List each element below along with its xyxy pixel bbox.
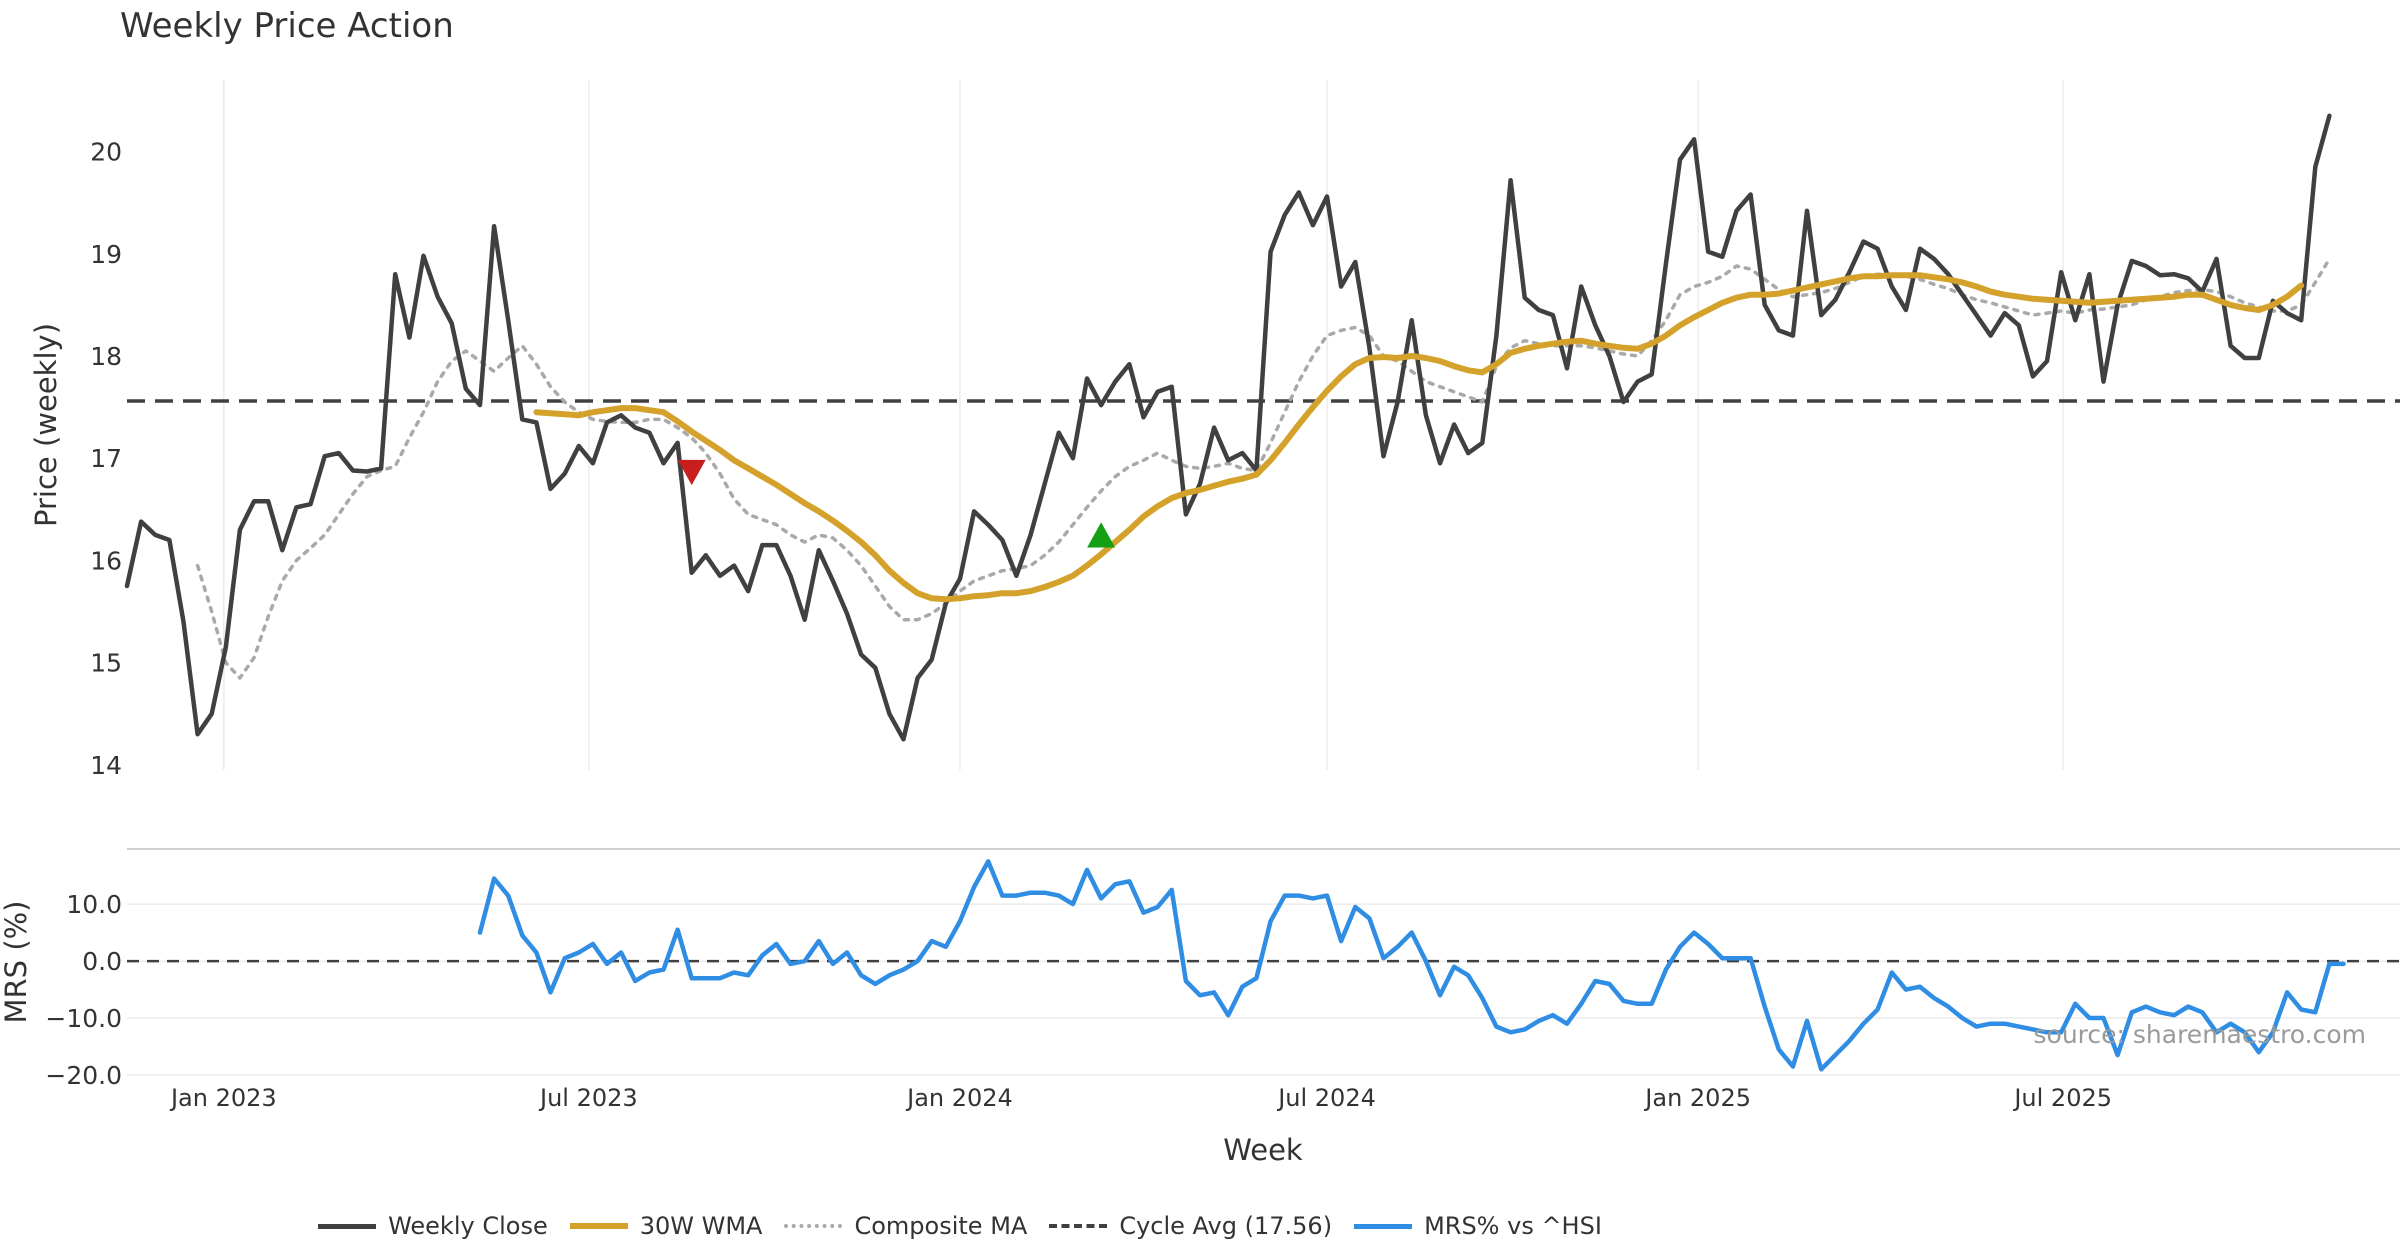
price-y-tick-label: 18 (90, 342, 122, 371)
price-y-tick-label: 16 (90, 546, 122, 575)
price-y-axis-label: Price (weekly) (29, 323, 63, 527)
legend-label: 30W WMA (639, 1212, 763, 1240)
mrs-y-tick-label: 0.0 (82, 947, 122, 976)
legend-label: Cycle Avg (17.56) (1119, 1212, 1333, 1240)
x-tick-label: Jan 2024 (905, 1084, 1013, 1112)
price-y-tick-label: 15 (90, 649, 122, 678)
price-panel (124, 113, 2400, 742)
mrs-y-axis-label: MRS (%) (0, 901, 33, 1024)
legend-swatch-mrs (1354, 1223, 1413, 1229)
mrs-panel (127, 859, 2400, 1072)
legend-item-composite-ma[interactable]: Composite MA (784, 1212, 1027, 1240)
legend-swatch-cycle-avg (1049, 1224, 1108, 1228)
legend-swatch-composite-ma (784, 1224, 843, 1228)
price-y-tick-label: 20 (90, 138, 122, 167)
mrs-y-tick-label: −10.0 (45, 1004, 122, 1033)
price-y-tick-label: 14 (90, 751, 122, 780)
mrs-y-tick-label: −20.0 (45, 1061, 122, 1090)
legend: Weekly Close 30W WMA Composite MA Cycle … (0, 1212, 1920, 1240)
legend-swatch-wma (569, 1223, 628, 1229)
price-y-tick-label: 19 (90, 240, 122, 269)
sell-signal-marker (677, 459, 706, 486)
legend-item-weekly-close[interactable]: Weekly Close (318, 1212, 548, 1240)
chart-title: Weekly Price Action (120, 6, 454, 46)
legend-item-wma[interactable]: 30W WMA (569, 1212, 763, 1240)
legend-label: Weekly Close (388, 1212, 548, 1240)
x-tick-label: Jan 2025 (1643, 1084, 1751, 1112)
x-tick-label: Jul 2025 (2012, 1084, 2112, 1112)
buy-signal-marker (1087, 522, 1116, 548)
legend-item-cycle-avg[interactable]: Cycle Avg (17.56) (1049, 1212, 1332, 1240)
x-tick-label: Jan 2023 (169, 1084, 277, 1112)
chart-canvas: Jan 2023 Jul 2023 Jan 2024 Jul 2024 Jan 2025… (0, 80, 2400, 1167)
x-axis-label: Week (1223, 1133, 1303, 1167)
mrs-line (477, 859, 2346, 1072)
wma-line (533, 272, 2305, 603)
legend-item-mrs[interactable]: MRS% vs ^HSI (1354, 1212, 1602, 1240)
weekly-close-line (124, 113, 2332, 742)
mrs-y-tick-label: 10.0 (66, 890, 122, 919)
price-y-tick-label: 17 (90, 444, 122, 473)
legend-swatch-weekly-close (318, 1223, 377, 1229)
composite-ma-line (195, 257, 2332, 680)
legend-label: Composite MA (854, 1212, 1028, 1240)
x-tick-label: Jul 2023 (538, 1084, 638, 1112)
watermark: source: sharemaestro.com (2033, 1020, 2367, 1049)
legend-label: MRS% vs ^HSI (1424, 1212, 1602, 1240)
x-tick-label: Jul 2024 (1276, 1084, 1376, 1112)
